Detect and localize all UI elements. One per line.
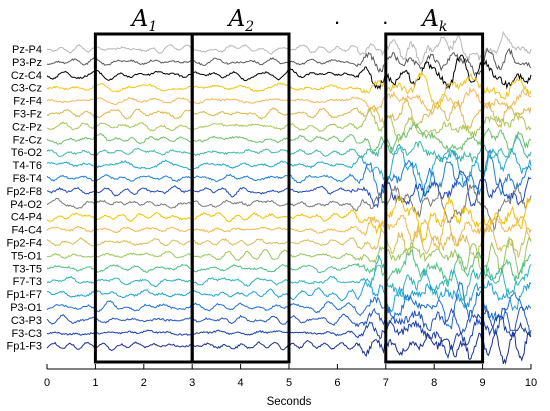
channel-label-cz-pz: Cz-Pz xyxy=(12,121,42,133)
channel-label-p4-o2: P4-O2 xyxy=(10,199,42,211)
window-group: A1 A2 Ak xyxy=(93,6,485,364)
channel-label-t6-o2: T6-O2 xyxy=(11,147,42,159)
channel-label-group: Pz-P4P3-PzCz-C4C3-CzFz-F4F3-FzCz-PzFz-Cz… xyxy=(7,44,42,353)
channel-label-f3-c3: F3-C3 xyxy=(11,328,42,340)
x-axis: 0 1 2 3 4 5 6 7 8 9 10 xyxy=(44,364,537,389)
channel-label-fp1-f7: Fp1-F7 xyxy=(7,289,42,301)
channel-label-f8-t4: F8-T4 xyxy=(13,173,42,185)
x-tick-label-9: 9 xyxy=(480,377,486,389)
channel-label-t5-o1: T5-O1 xyxy=(11,250,42,262)
x-tick-label-6: 6 xyxy=(334,377,340,389)
channel-label-f3-fz: F3-Fz xyxy=(13,109,42,121)
channel-label-fp2-f8: Fp2-F8 xyxy=(7,186,42,198)
x-tick-label-10: 10 xyxy=(525,377,537,389)
window-label-1: A1 xyxy=(130,6,158,35)
channel-label-fz-cz: Fz-Cz xyxy=(13,134,42,146)
x-tick-label-3: 3 xyxy=(189,377,195,389)
channel-label-pz-p4: Pz-P4 xyxy=(12,44,42,56)
window-label-k: Ak xyxy=(420,6,447,35)
x-tick-label-5: 5 xyxy=(286,377,292,389)
ellipsis-dots: . . . xyxy=(334,4,455,29)
x-tick-label-8: 8 xyxy=(431,377,437,389)
channel-label-fp2-f4: Fp2-F4 xyxy=(7,238,42,250)
channel-label-f4-c4: F4-C4 xyxy=(11,225,42,237)
channel-label-t3-t5: T3-T5 xyxy=(13,263,42,275)
x-tick-label-4: 4 xyxy=(238,377,244,389)
channel-label-p3-pz: P3-Pz xyxy=(12,57,42,69)
x-tick-label-7: 7 xyxy=(383,377,389,389)
channel-label-c3-cz: C3-Cz xyxy=(11,83,42,95)
channel-label-f7-t3: F7-T3 xyxy=(13,276,42,288)
channel-label-c3-p3: C3-P3 xyxy=(11,315,42,327)
channel-label-fz-f4: Fz-F4 xyxy=(13,96,42,108)
channel-label-cz-c4: Cz-C4 xyxy=(11,70,42,82)
channel-label-t4-t6: T4-T6 xyxy=(13,160,42,172)
x-tick-label-2: 2 xyxy=(141,377,147,389)
window-box-k xyxy=(384,32,485,364)
x-tick-label-1: 1 xyxy=(92,377,98,389)
channel-label-c4-p4: C4-P4 xyxy=(11,212,42,224)
channel-label-fp1-f3: Fp1-F3 xyxy=(7,341,42,353)
channel-label-p3-o1: P3-O1 xyxy=(10,302,42,314)
x-axis-title: Seconds xyxy=(267,396,312,408)
window-box-1 xyxy=(93,32,194,364)
x-tick-label-0: 0 xyxy=(44,377,50,389)
window-label-2: A2 xyxy=(227,6,255,35)
window-box-2 xyxy=(190,32,291,364)
